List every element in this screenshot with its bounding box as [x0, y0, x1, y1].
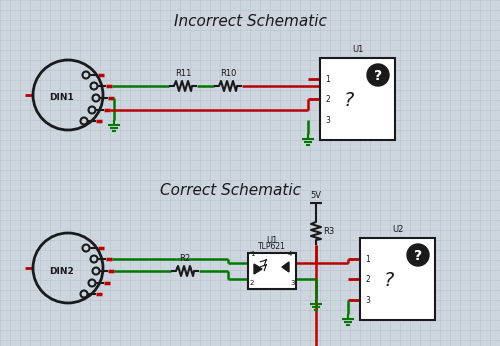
- Text: U1: U1: [266, 236, 278, 245]
- Text: DIN2: DIN2: [50, 266, 74, 275]
- Text: 2: 2: [250, 280, 254, 286]
- Polygon shape: [254, 264, 262, 274]
- Text: 2: 2: [325, 95, 330, 104]
- Text: 3: 3: [325, 116, 330, 125]
- Circle shape: [367, 64, 389, 86]
- Bar: [320, 58, 395, 140]
- Text: TLP621: TLP621: [258, 242, 286, 251]
- Text: 1: 1: [250, 251, 254, 257]
- Text: R3: R3: [323, 227, 334, 236]
- Text: ?: ?: [384, 272, 394, 291]
- Text: DIN1: DIN1: [50, 93, 74, 102]
- Text: ?: ?: [344, 91, 353, 110]
- Text: 1: 1: [365, 255, 370, 264]
- Text: Incorrect Schematic: Incorrect Schematic: [174, 14, 326, 29]
- Text: U2: U2: [392, 225, 403, 234]
- Text: Correct Schematic: Correct Schematic: [160, 183, 300, 198]
- Text: R2: R2: [180, 254, 190, 263]
- Bar: [360, 238, 435, 320]
- Text: 4: 4: [288, 251, 292, 257]
- Text: 5V: 5V: [310, 191, 322, 200]
- Text: R10: R10: [220, 69, 236, 78]
- Text: U1: U1: [352, 45, 363, 54]
- Text: ?: ?: [414, 248, 422, 263]
- Text: 3: 3: [290, 280, 294, 286]
- Polygon shape: [282, 262, 289, 272]
- Text: 1: 1: [325, 75, 330, 84]
- Text: 2: 2: [365, 275, 370, 284]
- Circle shape: [407, 244, 429, 266]
- Bar: [248, 253, 296, 289]
- Text: R11: R11: [175, 69, 191, 78]
- Text: 3: 3: [365, 296, 370, 305]
- Text: ?: ?: [374, 69, 382, 82]
